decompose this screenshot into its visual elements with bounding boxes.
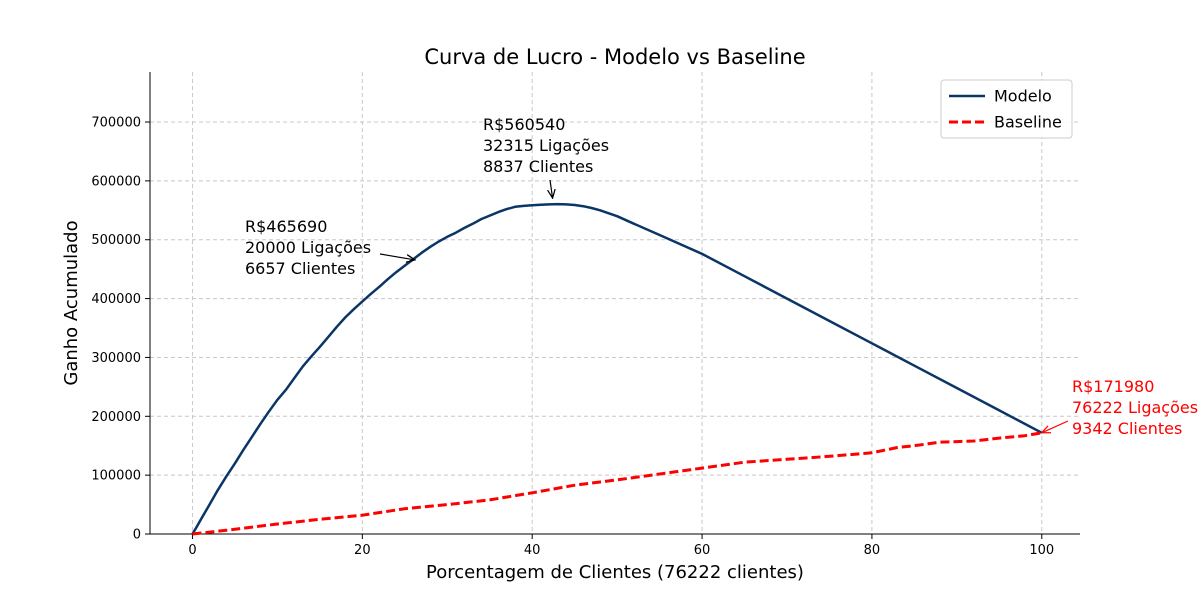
- annotation-line: 9342 Clientes: [1072, 419, 1182, 438]
- annotation-arrow: [550, 179, 553, 198]
- y-tick-label: 400000: [91, 292, 141, 307]
- legend: Modelo Baseline: [940, 79, 1073, 139]
- annotation-line: 6657 Clientes: [245, 259, 355, 278]
- x-tick-label: 20: [354, 543, 371, 558]
- axes: 0 20 40 60 80 100 0 100000 200000 300000 400000 500…: [91, 72, 1080, 558]
- y-tick-label: 0: [133, 528, 141, 543]
- series-line-baseline: [192, 431, 1043, 536]
- grid-lines: [150, 72, 1080, 535]
- x-tick-label: 0: [188, 543, 196, 558]
- legend-box: [940, 79, 1073, 139]
- annotation-3: R$171980 76222 Ligações 9342 Clientes: [1042, 377, 1198, 438]
- y-tick-label: 500000: [91, 233, 141, 248]
- annotation-2: R$560540 32315 Ligações 8837 Clientes: [483, 115, 609, 198]
- x-tick-label: 100: [1029, 543, 1054, 558]
- y-tick-label: 100000: [91, 469, 141, 484]
- annotations: R$465690 20000 Ligações 6657 Clientes R$560…: [245, 115, 1198, 438]
- x-tick-label: 80: [864, 543, 881, 558]
- legend-label-baseline: Baseline: [994, 113, 1062, 132]
- series-line-modelo: [191, 202, 1043, 535]
- annotation-line: 8837 Clientes: [483, 157, 593, 176]
- x-axis-label: Porcentagem de Clientes (76222 clientes): [426, 562, 804, 583]
- chart-title: Curva de Lucro - Modelo vs Baseline: [424, 45, 805, 69]
- y-tick-label: 300000: [91, 351, 141, 366]
- annotation-line: 76222 Ligações: [1072, 398, 1198, 417]
- annotation-line: R$171980: [1072, 377, 1154, 396]
- y-tick-label: 600000: [91, 174, 141, 189]
- annotation-line: R$560540: [483, 115, 565, 134]
- x-tick-label: 40: [524, 543, 541, 558]
- annotation-arrow: [379, 253, 415, 260]
- y-axis-label: Ganho Acumulado: [61, 220, 82, 385]
- annotation-line: 32315 Ligações: [483, 136, 609, 155]
- annotation-arrow: [1042, 420, 1069, 433]
- legend-label-modelo: Modelo: [994, 87, 1052, 106]
- annotation-line: R$465690: [245, 217, 327, 236]
- annotation-line: 20000 Ligações: [245, 238, 371, 257]
- series-lines: [191, 202, 1043, 536]
- y-tick-label: 700000: [91, 116, 141, 131]
- x-tick-label: 60: [694, 543, 711, 558]
- y-tick-label: 200000: [91, 410, 141, 425]
- annotation-1: R$465690 20000 Ligações 6657 Clientes: [245, 217, 415, 278]
